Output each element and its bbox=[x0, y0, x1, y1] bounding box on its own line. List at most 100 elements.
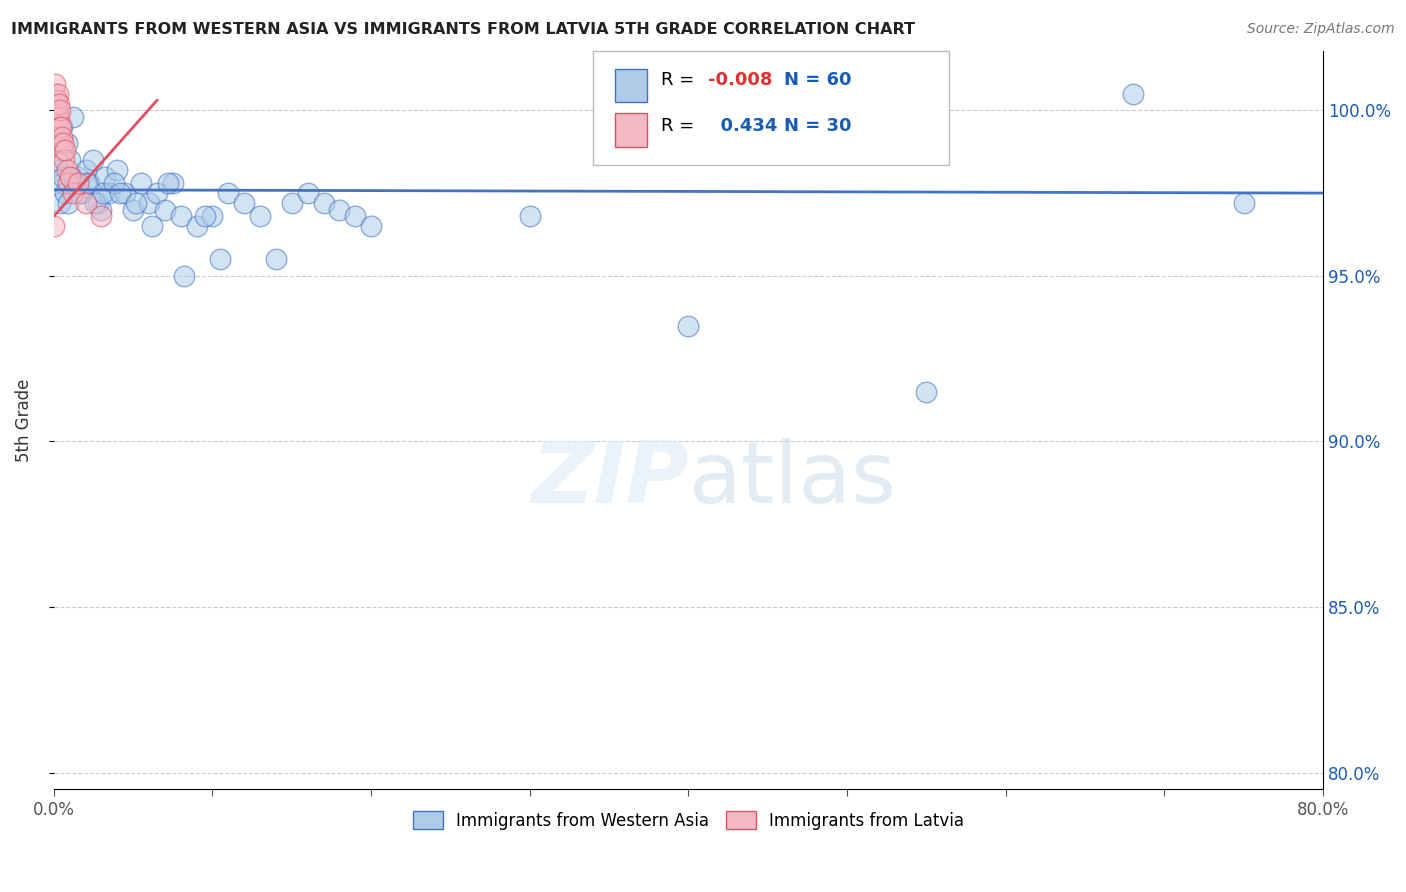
Point bbox=[173, 268, 195, 283]
Point bbox=[52, 136, 75, 151]
Point bbox=[186, 219, 208, 234]
Text: ZIP: ZIP bbox=[531, 438, 689, 521]
Point bbox=[60, 169, 83, 184]
Point bbox=[170, 209, 193, 223]
Point bbox=[75, 196, 97, 211]
Point bbox=[59, 153, 82, 167]
Point bbox=[233, 196, 256, 211]
Point bbox=[281, 196, 304, 211]
Text: Source: ZipAtlas.com: Source: ZipAtlas.com bbox=[1247, 22, 1395, 37]
Point bbox=[122, 202, 145, 217]
Point bbox=[48, 129, 70, 144]
Point bbox=[53, 143, 76, 157]
Point bbox=[45, 96, 67, 111]
Point bbox=[328, 202, 350, 217]
Point bbox=[76, 176, 98, 190]
Point bbox=[75, 162, 97, 177]
Text: IMMIGRANTS FROM WESTERN ASIA VS IMMIGRANTS FROM LATVIA 5TH GRADE CORRELATION CHA: IMMIGRANTS FROM WESTERN ASIA VS IMMIGRAN… bbox=[11, 22, 915, 37]
Point bbox=[49, 120, 72, 134]
Point bbox=[84, 196, 107, 211]
Point bbox=[93, 169, 115, 184]
Point bbox=[138, 196, 160, 211]
Point bbox=[217, 186, 239, 200]
Point bbox=[110, 186, 132, 200]
Point bbox=[201, 209, 224, 223]
Point bbox=[77, 176, 100, 190]
Point bbox=[44, 87, 66, 101]
Point bbox=[56, 196, 79, 211]
Point bbox=[193, 209, 215, 223]
Point bbox=[1122, 87, 1144, 101]
Point bbox=[103, 176, 125, 190]
Bar bbox=[614, 70, 647, 103]
Point bbox=[66, 176, 89, 190]
Legend: Immigrants from Western Asia, Immigrants from Latvia: Immigrants from Western Asia, Immigrants… bbox=[406, 805, 970, 837]
Point bbox=[45, 103, 67, 118]
Text: N = 30: N = 30 bbox=[783, 117, 851, 135]
Point bbox=[129, 176, 152, 190]
Point bbox=[49, 120, 72, 134]
Point bbox=[49, 196, 72, 211]
Point bbox=[90, 209, 112, 223]
Point bbox=[360, 219, 382, 234]
Point bbox=[44, 219, 66, 234]
Point bbox=[90, 202, 112, 217]
Point bbox=[678, 318, 700, 333]
Text: atlas: atlas bbox=[689, 438, 897, 521]
Point bbox=[52, 169, 75, 184]
Point bbox=[153, 202, 176, 217]
Point bbox=[67, 186, 90, 200]
Point bbox=[344, 209, 367, 223]
FancyBboxPatch shape bbox=[593, 51, 949, 165]
Point bbox=[53, 153, 76, 167]
Point bbox=[51, 176, 73, 190]
Point bbox=[249, 209, 271, 223]
Bar bbox=[614, 113, 647, 146]
Point bbox=[83, 153, 105, 167]
Point bbox=[48, 110, 70, 124]
Point bbox=[98, 186, 121, 200]
Text: -0.008: -0.008 bbox=[707, 71, 772, 89]
Point bbox=[125, 196, 148, 211]
Point bbox=[46, 120, 69, 134]
Point bbox=[162, 176, 184, 190]
Point bbox=[49, 103, 72, 118]
Y-axis label: 5th Grade: 5th Grade bbox=[15, 378, 32, 462]
Point bbox=[45, 120, 67, 134]
Point bbox=[62, 186, 84, 200]
Text: N = 60: N = 60 bbox=[783, 71, 851, 89]
Point bbox=[46, 94, 69, 108]
Point bbox=[91, 186, 114, 200]
Point bbox=[51, 120, 73, 134]
Point bbox=[114, 186, 136, 200]
Point bbox=[297, 186, 319, 200]
Point bbox=[46, 87, 69, 101]
Point bbox=[63, 176, 86, 190]
Point bbox=[46, 153, 69, 167]
Point bbox=[62, 110, 84, 124]
Point bbox=[146, 186, 169, 200]
Text: R =: R = bbox=[661, 71, 700, 89]
Point bbox=[44, 77, 66, 91]
Point bbox=[49, 136, 72, 151]
Point bbox=[105, 162, 128, 177]
Point bbox=[55, 162, 77, 177]
Point bbox=[209, 252, 232, 267]
Text: R =: R = bbox=[661, 117, 700, 135]
Point bbox=[72, 186, 94, 200]
Point bbox=[44, 110, 66, 124]
Point bbox=[56, 176, 79, 190]
Point bbox=[915, 384, 938, 399]
Point bbox=[51, 129, 73, 144]
Point bbox=[141, 219, 163, 234]
Point bbox=[264, 252, 287, 267]
Point bbox=[48, 162, 70, 177]
Text: 0.434: 0.434 bbox=[707, 117, 778, 135]
Point bbox=[87, 196, 110, 211]
Point bbox=[1233, 196, 1256, 211]
Point bbox=[46, 110, 69, 124]
Point bbox=[519, 209, 541, 223]
Point bbox=[312, 196, 335, 211]
Point bbox=[59, 169, 82, 184]
Point bbox=[53, 186, 76, 200]
